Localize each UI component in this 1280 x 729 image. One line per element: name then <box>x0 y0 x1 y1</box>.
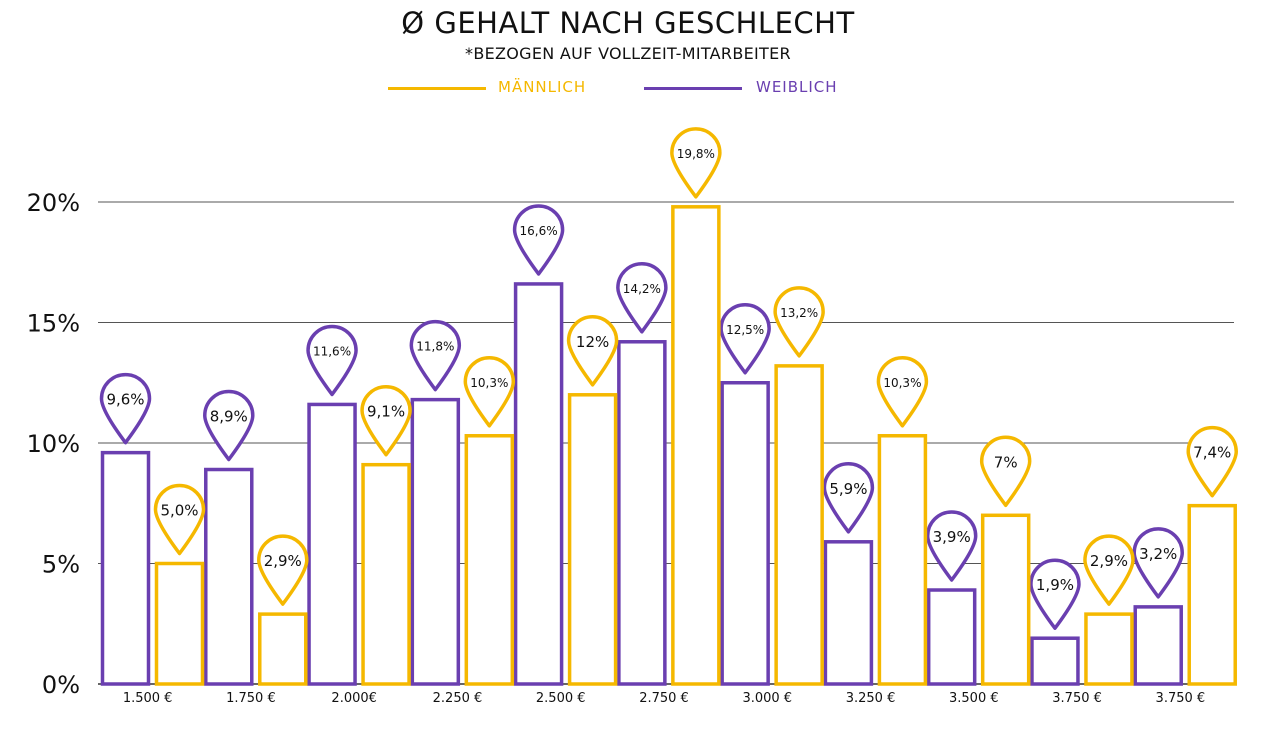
bar-weiblich-3 <box>410 397 461 686</box>
bar-weiblich-10-label: 3,2% <box>1139 545 1177 563</box>
bar-maennlich-8-label: 7% <box>994 453 1018 471</box>
bar-maennlich-3-label: 10,3% <box>470 376 508 390</box>
bar-maennlich-3-marker <box>463 356 516 428</box>
bar-weiblich-3-marker <box>409 319 462 392</box>
bar-maennlich-6 <box>774 364 824 686</box>
bar-weiblich-6-marker <box>719 303 771 375</box>
legend: MÄNNLICH WEIBLICH <box>388 76 858 100</box>
legend-swatch-maennlich <box>388 87 486 90</box>
bar-maennlich-8 <box>980 513 1031 686</box>
bar-maennlich-3 <box>464 434 515 686</box>
x-tick-label-1: 1.750 € <box>226 691 276 706</box>
bar-maennlich-10-label: 7,4% <box>1193 444 1231 462</box>
bar-weiblich-4-label: 16,6% <box>520 224 558 238</box>
y-tick-label-20: 20% <box>27 189 80 217</box>
bar-weiblich-7 <box>823 540 874 686</box>
x-tick-label-3: 2.250 € <box>433 691 483 706</box>
chart-subtitle: *BEZOGEN AUF VOLLZEIT-MITARBEITER <box>465 44 791 63</box>
bar-maennlich-4 <box>567 393 618 686</box>
bar-maennlich-6-label: 13,2% <box>780 306 818 320</box>
x-tick-label-4: 2.500 € <box>536 691 586 706</box>
bar-maennlich-4-marker <box>566 315 619 387</box>
bar-weiblich-7-label: 5,9% <box>829 480 867 498</box>
bar-weiblich-1-label: 8,9% <box>210 408 248 426</box>
bar-weiblich-4-marker <box>512 204 565 276</box>
bar-maennlich-9-label: 2,9% <box>1090 552 1128 570</box>
bar-maennlich-9 <box>1084 612 1134 686</box>
bar-maennlich-5-marker <box>670 127 722 199</box>
x-tick-label-8: 3.500 € <box>949 691 999 706</box>
bar-weiblich-4 <box>513 282 564 686</box>
bar-weiblich-5-label: 14,2% <box>623 282 661 296</box>
x-tick-label-10: 3.750 € <box>1156 691 1206 706</box>
y-tick-label-10: 10% <box>27 430 80 458</box>
bar-weiblich-5-marker <box>616 262 668 334</box>
bar-maennlich-10-marker <box>1186 425 1238 498</box>
bar-weiblich-10-marker <box>1132 527 1184 599</box>
bar-weiblich-6-label: 12,5% <box>726 323 764 337</box>
bar-weiblich-3-label: 11,8% <box>416 340 454 354</box>
chart-title: Ø GEHALT NACH GESCHLECHT <box>401 6 855 40</box>
bar-maennlich-2-marker <box>360 385 412 457</box>
x-tick-label-9: 3.750 € <box>1052 691 1102 706</box>
bar-weiblich-0-marker <box>99 372 152 445</box>
bar-weiblich-2-label: 11,6% <box>313 344 351 358</box>
bar-maennlich-5-label: 19,8% <box>677 147 715 161</box>
bar-maennlich-7-label: 10,3% <box>883 376 921 390</box>
y-tick-label-5: 5% <box>42 551 80 579</box>
bar-maennlich-0-marker <box>153 483 206 556</box>
bar-maennlich-9-marker <box>1083 534 1135 606</box>
bar-weiblich-1 <box>204 467 254 686</box>
bar-weiblich-7-marker <box>822 462 875 534</box>
bar-maennlich-7-marker <box>876 356 929 428</box>
bar-weiblich-0 <box>100 450 151 686</box>
y-tick-label-0: 0% <box>42 671 80 699</box>
bar-maennlich-0 <box>154 561 205 686</box>
bar-maennlich-1-label: 2,9% <box>264 552 302 570</box>
bar-weiblich-10 <box>1133 605 1183 686</box>
x-tick-label-6: 3.000 € <box>742 691 792 706</box>
bar-weiblich-0-label: 9,6% <box>106 391 144 409</box>
x-tick-label-7: 3.250 € <box>846 691 896 706</box>
bar-maennlich-10 <box>1187 503 1237 686</box>
x-tick-label-2: 2.000€ <box>331 691 377 706</box>
bar-weiblich-9 <box>1030 636 1080 686</box>
x-tick-label-0: 1.500 € <box>123 691 173 706</box>
legend-label-maennlich: MÄNNLICH <box>498 78 587 96</box>
bar-weiblich-9-label: 1,9% <box>1036 576 1074 594</box>
bar-maennlich-6-marker <box>773 286 825 358</box>
bar-maennlich-7 <box>877 434 928 686</box>
bar-weiblich-2 <box>307 402 357 686</box>
y-tick-label-15: 15% <box>27 310 80 338</box>
legend-swatch-weiblich <box>644 87 742 90</box>
bar-maennlich-1 <box>258 612 308 686</box>
x-tick-label-5: 2.750 € <box>639 691 689 706</box>
bar-maennlich-2-label: 9,1% <box>367 403 405 421</box>
bar-weiblich-2-marker <box>306 324 358 397</box>
bar-weiblich-1-marker <box>203 389 255 462</box>
bar-weiblich-8-marker <box>925 510 978 582</box>
bar-maennlich-8-marker <box>979 435 1032 508</box>
bar-maennlich-1-marker <box>257 534 309 606</box>
bar-maennlich-0-label: 5,0% <box>160 502 198 520</box>
bar-weiblich-5 <box>617 340 667 686</box>
bar-weiblich-8-label: 3,9% <box>933 528 971 546</box>
bar-maennlich-5 <box>671 205 721 686</box>
legend-label-weiblich: WEIBLICH <box>756 78 838 96</box>
bar-weiblich-9-marker <box>1029 558 1081 630</box>
bar-weiblich-8 <box>926 588 977 686</box>
bar-weiblich-6 <box>720 381 770 686</box>
bar-maennlich-4-label: 12% <box>576 333 609 351</box>
bar-maennlich-2 <box>361 462 411 686</box>
